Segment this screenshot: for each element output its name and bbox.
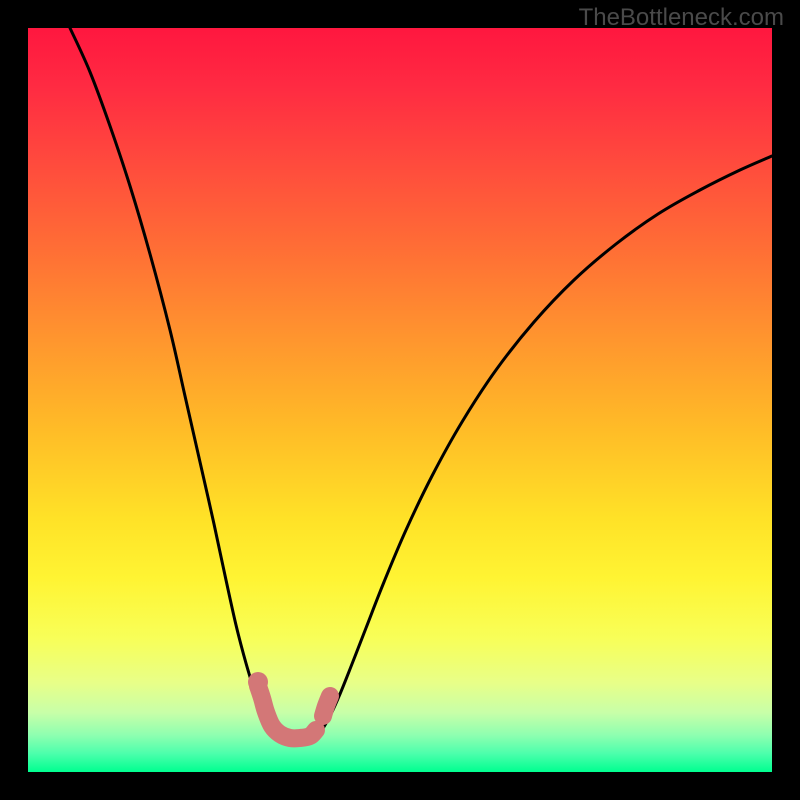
chart-svg xyxy=(0,0,800,800)
chart-root: TheBottleneck.com xyxy=(0,0,800,800)
plot-background xyxy=(28,28,772,772)
watermark-text: TheBottleneck.com xyxy=(579,4,784,32)
highlight-dot xyxy=(248,672,268,692)
highlight-mark-1 xyxy=(323,696,330,716)
